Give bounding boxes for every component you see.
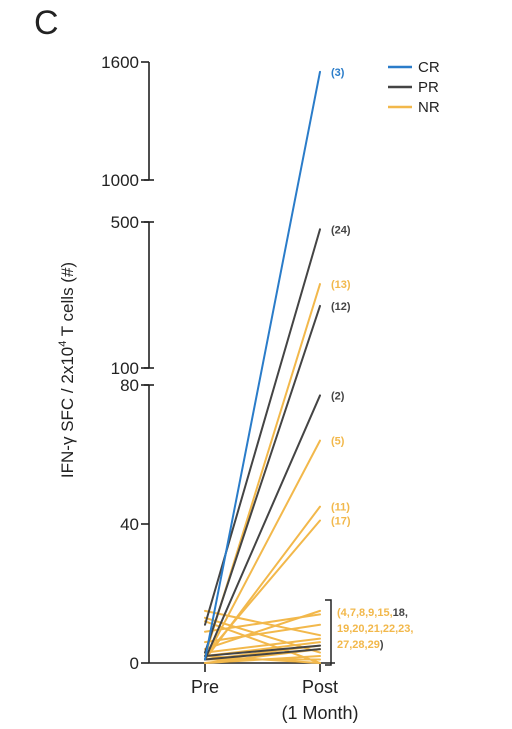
bracket-annotation-line: 27,28,29) <box>337 639 384 651</box>
series-label: (3) <box>331 67 345 79</box>
y-tick-label: 500 <box>111 213 139 232</box>
series-line-nr <box>204 623 321 644</box>
x-category-sublabel: (1 Month) <box>281 703 358 723</box>
bracket-annotation-line: (4,7,8,9,15,18, <box>337 607 408 619</box>
series-line-pr <box>204 228 321 626</box>
bracket <box>325 599 332 666</box>
y-tick-label: 100 <box>111 359 139 378</box>
series-line-pr <box>204 394 321 661</box>
bracket-annotation-part: ) <box>380 639 384 651</box>
y-tick-label: 40 <box>120 515 139 534</box>
x-category-label: Pre <box>191 677 219 697</box>
series-label: (24) <box>331 224 351 236</box>
y-axis-title: IFN-γ SFC / 2x104 T cells (#) <box>57 262 77 478</box>
series-label: (17) <box>331 516 351 528</box>
series-label: (2) <box>331 390 345 402</box>
series-lines <box>204 70 321 664</box>
bracket-annotation-part: (4,7,8,9,15, <box>337 607 393 619</box>
y-tick-label: 1000 <box>101 171 139 190</box>
legend-label: CR <box>418 59 440 76</box>
series-line-pr <box>204 648 321 661</box>
bracket-annotation: (4,7,8,9,15,18, 19,20,21,22,23, 27,28,29) <box>325 599 413 666</box>
x-axis-categories: Pre Post (1 Month) <box>191 677 359 723</box>
y-tick-label: 0 <box>130 654 139 673</box>
bracket-annotation-part: 18, <box>393 607 408 619</box>
panel-letter: C <box>34 4 59 42</box>
series-line-nr <box>204 637 321 654</box>
series-line-nr <box>204 519 321 658</box>
series-line-pr <box>204 644 321 658</box>
bracket-annotation-part: 19,20,21,22,23, <box>337 623 413 635</box>
bracket-annotation-part: 27,28,29 <box>337 639 380 651</box>
y-tick-label: 80 <box>120 376 139 395</box>
legend: CR PR NR <box>388 59 440 116</box>
series-label: (12) <box>331 301 351 313</box>
series-label: (11) <box>331 502 350 514</box>
series-label: (13) <box>331 279 351 291</box>
y-tick-label: 1600 <box>101 53 139 72</box>
x-category-label: Post <box>302 677 338 697</box>
series-label: (5) <box>331 436 345 448</box>
series-line-pr <box>204 304 321 654</box>
bracket-annotation-line: 19,20,21,22,23, <box>337 623 413 635</box>
series-labels: (13) (5) (11) (17) (24) (12) (2) (3) <box>331 67 351 528</box>
series-line-cr <box>204 70 321 661</box>
legend-label: PR <box>418 79 439 96</box>
legend-label: NR <box>418 99 440 116</box>
series-line-nr <box>204 609 321 651</box>
